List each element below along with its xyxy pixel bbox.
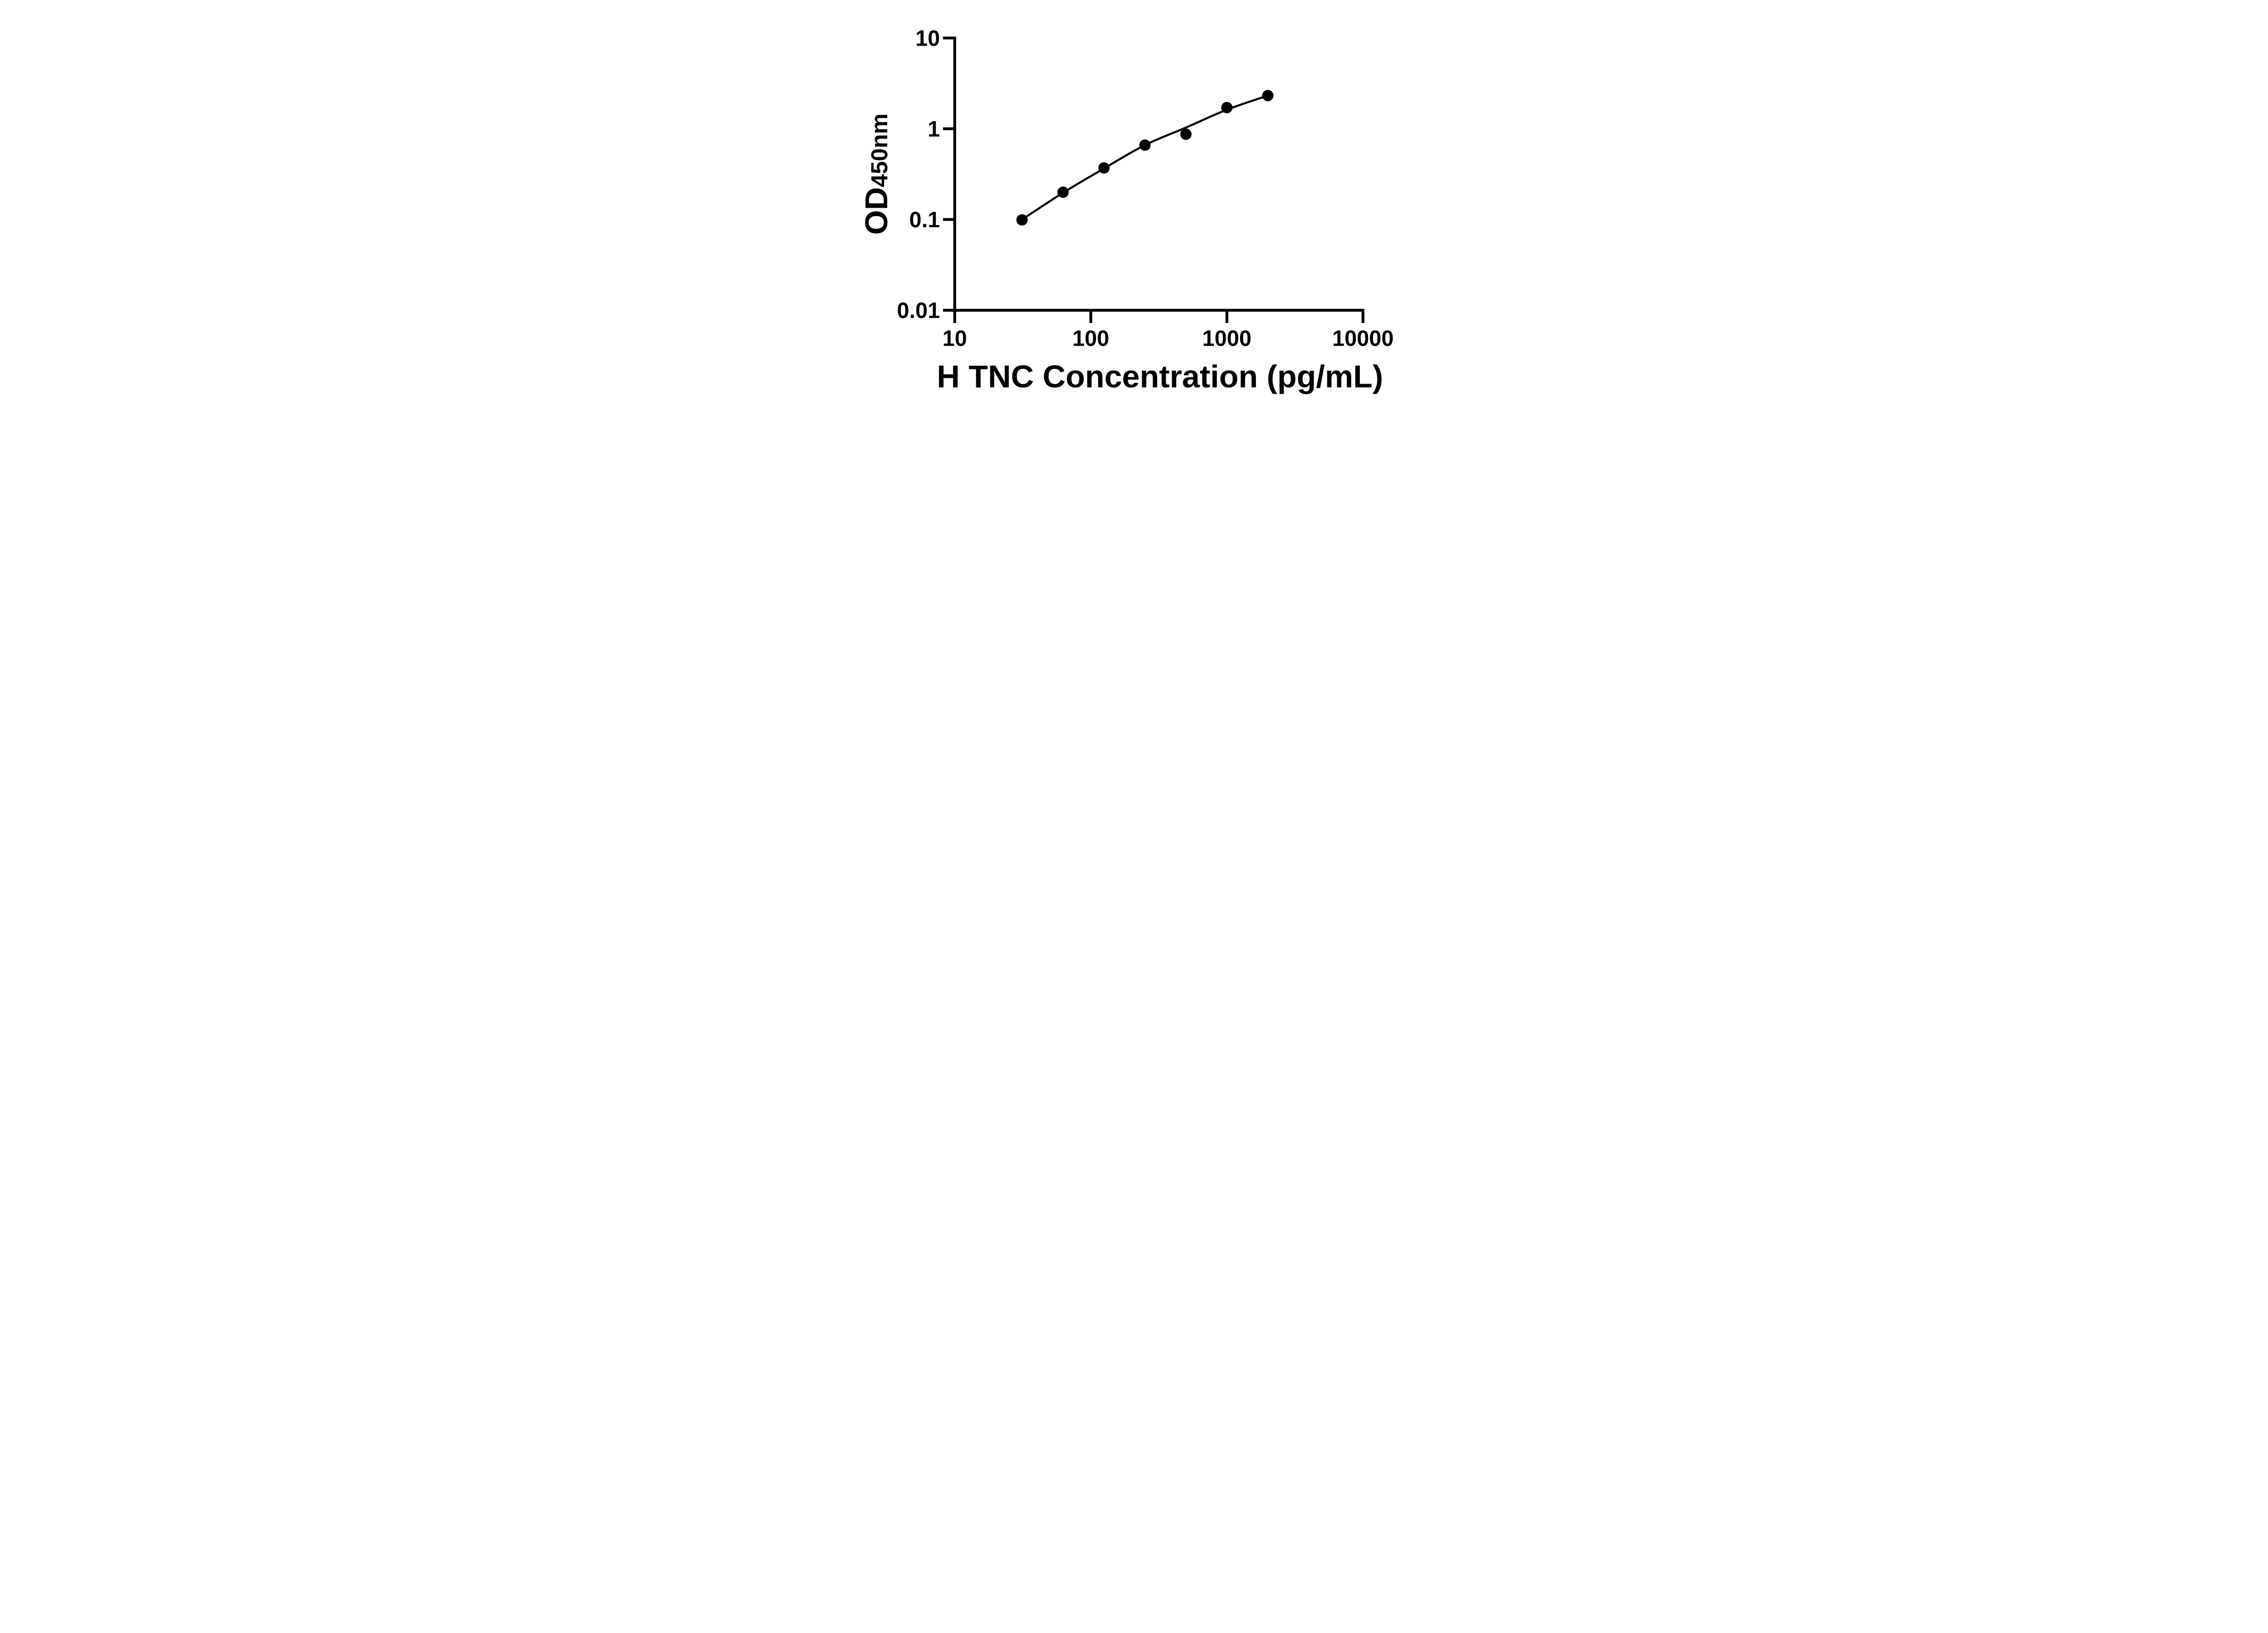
data-point-62.5	[1057, 186, 1069, 198]
y-tick-label-0.1: 0.1	[909, 208, 940, 232]
y-tick-label-1: 1	[928, 117, 940, 142]
y-tick-label-10: 10	[915, 26, 940, 51]
elisa-standard-curve-figure: 10 1 0.1 0.01 10 100 1000 10000 H TNC Concentrat…	[842, 0, 1426, 408]
x-tick-label-10000: 10000	[1332, 327, 1394, 351]
x-tick-label-100: 100	[1072, 327, 1109, 351]
data-point-250	[1139, 139, 1151, 151]
x-tick-label-1000: 1000	[1202, 327, 1251, 351]
data-point-31.25	[1016, 214, 1028, 226]
data-point-125	[1098, 162, 1110, 174]
data-point-500	[1180, 128, 1192, 140]
y-axis-title-main: OD	[859, 187, 894, 235]
y-axis-title: OD450nm	[859, 113, 894, 235]
data-point-1000	[1221, 102, 1233, 113]
fit-curve-line	[1021, 94, 1269, 221]
x-tick-label-10: 10	[943, 327, 967, 351]
x-axis-title: H TNC Concentration (pg/mL)	[937, 359, 1383, 394]
y-axis-title-subscript: 450nm	[866, 113, 892, 187]
data-point-2000	[1262, 90, 1274, 102]
y-tick-label-0.01: 0.01	[897, 298, 940, 323]
